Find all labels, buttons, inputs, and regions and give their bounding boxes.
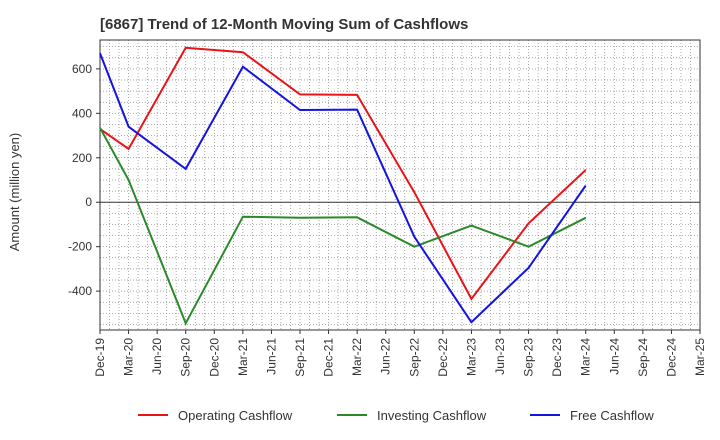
x-tick-label: Dec-22: [436, 338, 450, 377]
x-tick-label: Jun-21: [264, 338, 278, 375]
y-tick-label: 0: [85, 195, 92, 209]
x-tick-label: Mar-22: [350, 338, 364, 376]
series-line-operating-cashflow: [99, 46, 587, 301]
series-lines: [99, 46, 587, 326]
y-tick-label: 200: [72, 151, 92, 165]
legend-label: Investing Cashflow: [377, 408, 487, 423]
x-tick-label: Sep-24: [636, 338, 650, 377]
x-tick-label: Sep-20: [179, 338, 193, 377]
plot-grid: [100, 40, 700, 330]
x-tick-label: Sep-22: [407, 338, 421, 377]
x-tick-label: Dec-20: [207, 338, 221, 377]
x-tick-label: Mar-20: [122, 338, 136, 376]
series-line-free-cashflow: [99, 52, 587, 324]
series-line-investing-cashflow: [99, 127, 587, 326]
y-tick-label: 400: [72, 106, 92, 120]
legend-label: Free Cashflow: [570, 408, 654, 423]
x-tick-label: Mar-24: [579, 338, 593, 376]
y-tick-label: 600: [72, 62, 92, 76]
y-tick-label: -400: [68, 284, 92, 298]
x-tick-label: Mar-23: [464, 338, 478, 376]
x-tick-label: Jun-24: [607, 338, 621, 375]
x-tick-label: Mar-25: [693, 338, 707, 376]
x-axis-ticks: Dec-19 Mar-20 Jun-20 Sep-20 Dec-20 Mar-21 Jun-…: [93, 330, 707, 377]
x-tick-label: Dec-23: [550, 338, 564, 377]
x-tick-label: Jun-20: [150, 338, 164, 375]
x-tick-label: Jun-22: [379, 338, 393, 375]
x-tick-label: Dec-21: [322, 338, 336, 377]
x-tick-label: Dec-19: [93, 338, 107, 377]
legend: Operating Cashflow Investing Cashflow Free…: [138, 408, 654, 423]
plot-frame: [99, 39, 701, 331]
x-tick-label: Sep-21: [293, 338, 307, 377]
y-axis-ticks: 600 400 200 0 -200 -400: [68, 62, 100, 298]
x-tick-label: Dec-24: [664, 338, 678, 377]
chart-title: [6867] Trend of 12-Month Moving Sum of C…: [100, 16, 468, 33]
legend-label: Operating Cashflow: [178, 408, 293, 423]
x-tick-label: Jun-23: [493, 338, 507, 375]
x-tick-label: Mar-21: [236, 338, 250, 376]
x-tick-label: Sep-23: [522, 338, 536, 377]
y-axis-label: Amount (million yen): [7, 133, 22, 252]
y-tick-label: -200: [68, 240, 92, 254]
